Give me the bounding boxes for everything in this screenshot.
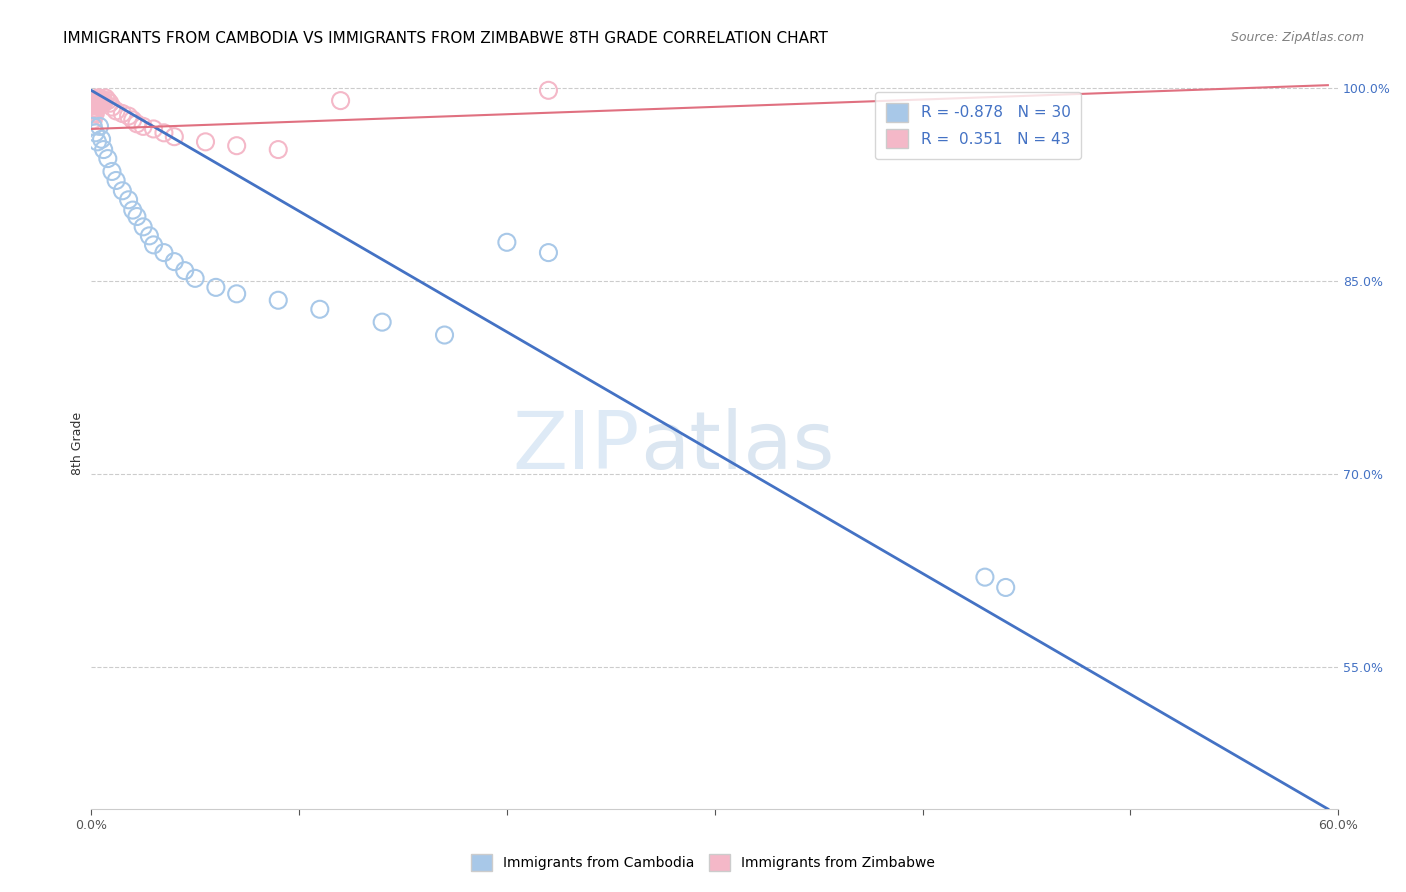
- Point: [84, 101, 107, 115]
- Point: [84, 103, 107, 118]
- Point: [173, 263, 195, 277]
- Point: [86, 99, 108, 113]
- Point: [101, 100, 124, 114]
- Point: [974, 570, 997, 584]
- Point: [111, 106, 134, 120]
- Point: [90, 96, 112, 111]
- Point: [105, 103, 128, 118]
- Point: [105, 173, 128, 187]
- Point: [329, 94, 352, 108]
- Point: [267, 293, 290, 308]
- Point: [89, 94, 111, 108]
- Point: [82, 96, 104, 111]
- Point: [82, 101, 104, 115]
- Point: [537, 245, 560, 260]
- Point: [84, 94, 107, 108]
- Point: [86, 91, 108, 105]
- Point: [205, 280, 228, 294]
- Point: [82, 112, 104, 127]
- Point: [153, 245, 176, 260]
- Point: [86, 96, 108, 111]
- Point: [97, 94, 120, 108]
- Point: [138, 228, 160, 243]
- Point: [163, 129, 186, 144]
- Point: [121, 112, 143, 127]
- Point: [90, 132, 112, 146]
- Point: [82, 120, 104, 134]
- Point: [125, 210, 148, 224]
- Legend: Immigrants from Cambodia, Immigrants from Zimbabwe: Immigrants from Cambodia, Immigrants fro…: [465, 848, 941, 876]
- Point: [308, 302, 330, 317]
- Point: [163, 254, 186, 268]
- Point: [101, 164, 124, 178]
- Legend: R = -0.878   N = 30, R =  0.351   N = 43: R = -0.878 N = 30, R = 0.351 N = 43: [875, 93, 1081, 159]
- Point: [93, 94, 115, 108]
- Point: [194, 135, 217, 149]
- Text: Source: ZipAtlas.com: Source: ZipAtlas.com: [1230, 31, 1364, 45]
- Point: [98, 96, 121, 111]
- Text: IMMIGRANTS FROM CAMBODIA VS IMMIGRANTS FROM ZIMBABWE 8TH GRADE CORRELATION CHART: IMMIGRANTS FROM CAMBODIA VS IMMIGRANTS F…: [63, 31, 828, 46]
- Point: [132, 219, 155, 234]
- Point: [89, 120, 111, 134]
- Point: [93, 143, 115, 157]
- Point: [82, 94, 104, 108]
- Point: [142, 238, 165, 252]
- Point: [89, 91, 111, 105]
- Point: [84, 106, 107, 120]
- Text: ZIP: ZIP: [513, 408, 640, 486]
- Point: [82, 103, 104, 118]
- Point: [225, 286, 247, 301]
- Point: [86, 135, 108, 149]
- Point: [82, 99, 104, 113]
- Point: [994, 581, 1017, 595]
- Point: [82, 109, 104, 123]
- Point: [111, 184, 134, 198]
- Point: [371, 315, 394, 329]
- Point: [433, 328, 456, 343]
- Point: [121, 203, 143, 218]
- Point: [84, 99, 107, 113]
- Point: [184, 271, 207, 285]
- Point: [117, 193, 139, 207]
- Point: [537, 83, 560, 97]
- Point: [93, 96, 115, 111]
- Point: [132, 120, 155, 134]
- Point: [94, 91, 117, 105]
- Point: [225, 138, 247, 153]
- Point: [125, 117, 148, 131]
- Point: [153, 126, 176, 140]
- Point: [82, 106, 104, 120]
- Point: [496, 235, 519, 250]
- Point: [90, 94, 112, 108]
- Point: [89, 96, 111, 111]
- Point: [117, 109, 139, 123]
- Point: [267, 143, 290, 157]
- Text: atlas: atlas: [640, 408, 834, 486]
- Y-axis label: 8th Grade: 8th Grade: [72, 411, 84, 475]
- Point: [86, 94, 108, 108]
- Point: [84, 96, 107, 111]
- Point: [84, 126, 107, 140]
- Point: [142, 122, 165, 136]
- Point: [97, 152, 120, 166]
